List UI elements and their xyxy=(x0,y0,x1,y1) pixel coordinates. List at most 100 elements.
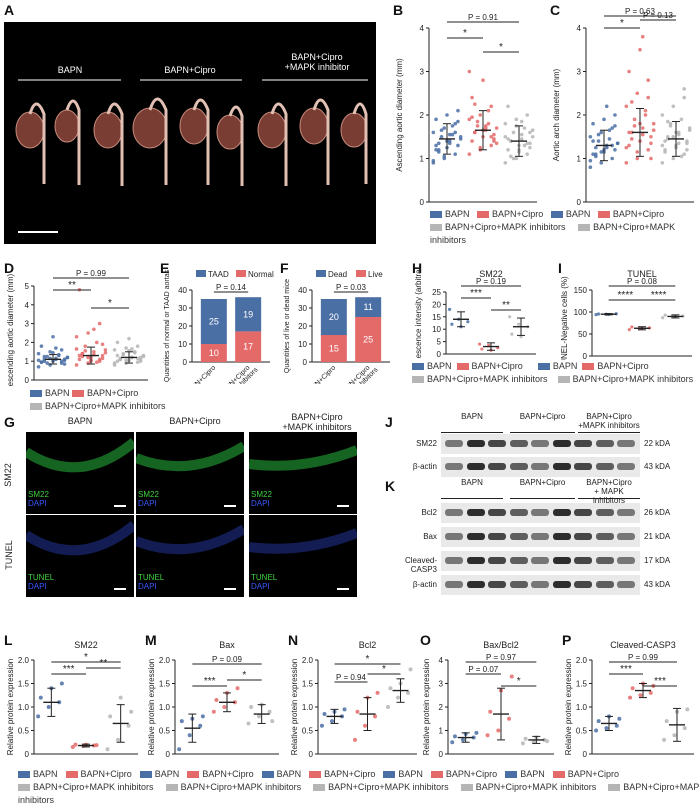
data-point xyxy=(453,121,458,126)
legend-swatch xyxy=(196,270,206,277)
y-tick-label: 1.5 xyxy=(159,680,171,689)
blot-band xyxy=(509,463,528,470)
panel-label-i: I xyxy=(558,260,562,276)
legend-entry: BAPN+Cipro xyxy=(552,769,619,779)
y-tick-label: 100 xyxy=(574,308,588,317)
data-point xyxy=(83,349,88,353)
legend-entry: BAPN xyxy=(383,769,423,779)
y-tick-label: 1 xyxy=(420,155,425,164)
blot-band xyxy=(595,463,614,470)
blot-kda-label: 22 kDA xyxy=(644,439,671,448)
y-tick-label: 0 xyxy=(25,750,30,758)
blot-band xyxy=(509,581,528,588)
x-tick-label: BAPN+Cipro xyxy=(184,364,217,384)
micrograph-tile xyxy=(134,515,247,597)
y-axis-label: TUNEL-Negative cells (%) xyxy=(560,276,569,360)
blot-band xyxy=(617,557,635,564)
y-tick-label: 25 xyxy=(432,288,441,297)
blot-band xyxy=(552,557,571,564)
dapi-label: DAPI xyxy=(251,582,270,591)
data-point xyxy=(506,148,510,152)
chart-svg: 0 10 20 30 40 Quantities of live or dead mice… xyxy=(284,270,390,411)
blot-band xyxy=(595,581,614,588)
data-point xyxy=(635,150,640,154)
data-point xyxy=(77,357,82,362)
data-point xyxy=(604,726,609,731)
data-point xyxy=(385,705,390,709)
data-point xyxy=(486,121,491,126)
g-col-mapk: BAPN+Cipro +MAPK inhibitors xyxy=(282,412,352,432)
data-point xyxy=(649,134,653,139)
data-point xyxy=(355,709,360,714)
data-point xyxy=(604,145,609,150)
y-tick-label: 10 xyxy=(178,340,187,349)
chart-f: 0 10 20 30 40 Quantities of live or dead mice… xyxy=(280,268,400,411)
blot-group-line xyxy=(578,432,640,433)
legend-entry: BAPN+Cipro xyxy=(309,769,375,779)
micrograph-graphic xyxy=(23,438,138,507)
data-point xyxy=(126,723,131,728)
tissue-band xyxy=(23,521,138,556)
panel-label-c: C xyxy=(550,2,561,18)
data-point xyxy=(528,145,532,150)
y-tick-label: 40 xyxy=(298,286,307,295)
bar-segment-lower xyxy=(355,317,382,362)
data-point xyxy=(456,143,460,148)
y-tick-label: 4 xyxy=(577,24,582,33)
tissue-band xyxy=(134,441,247,472)
sig-label: P = 0.99 xyxy=(76,269,106,278)
y-axis-label: Quantities of normal or TAAD aortas xyxy=(164,269,171,382)
legend-swatch xyxy=(356,270,366,277)
data-point xyxy=(200,714,205,719)
blot-band xyxy=(445,557,463,564)
aorta-photo xyxy=(4,22,376,244)
blot-group-header: BAPN+Cipro + MAPK inhibitors xyxy=(586,478,632,505)
data-point xyxy=(478,113,483,117)
data-point xyxy=(596,312,601,316)
data-point xyxy=(470,139,474,143)
y-tick-label: 5 xyxy=(437,338,442,347)
stain-label: SM22 xyxy=(138,490,159,499)
y-tick-label: 10 xyxy=(298,340,307,349)
data-point xyxy=(100,342,105,347)
micrograph-tile xyxy=(134,432,247,514)
chart-i: 0 50 100 150 TUNEL-Negative cells (%) TUNEL P … xyxy=(558,268,698,370)
data-point xyxy=(635,91,640,96)
data-point xyxy=(132,350,137,355)
data-point xyxy=(591,121,595,126)
data-point xyxy=(503,161,508,165)
data-point xyxy=(434,143,438,148)
data-point xyxy=(94,743,99,748)
data-point xyxy=(602,117,606,122)
data-point xyxy=(630,686,635,691)
data-point xyxy=(525,152,530,156)
data-point xyxy=(663,150,667,154)
data-point xyxy=(617,716,622,721)
chart-title: Bax/Bcl2 xyxy=(483,640,519,650)
data-point xyxy=(481,78,485,82)
blot-kda-label: 17 kDA xyxy=(644,556,671,565)
y-tick-label: 4 xyxy=(25,301,30,310)
data-point xyxy=(408,667,413,672)
micrograph-tile xyxy=(248,432,359,514)
blot-group-line xyxy=(510,432,575,433)
data-point xyxy=(439,128,444,133)
data-point xyxy=(640,132,645,137)
chart-h: 0 5 10 15 20 25 Green Fluorescence intensity (… xyxy=(412,245,542,401)
blot-band xyxy=(552,533,571,540)
legend-entry: BAPN+Cipro+MAPK inhibitors xyxy=(165,782,301,792)
bar-segment-upper xyxy=(235,297,262,332)
data-point xyxy=(610,143,615,148)
data-point xyxy=(624,104,629,109)
blot-band xyxy=(617,509,635,516)
blot-band xyxy=(617,533,635,540)
legend-mapk-c: BAPN+Cipro+MAPK inhibitors xyxy=(430,222,676,245)
data-point xyxy=(36,351,41,356)
data-point xyxy=(118,357,123,362)
sig-label: P = 0.09 xyxy=(212,655,242,664)
data-point xyxy=(246,721,251,726)
data-point xyxy=(668,124,673,128)
panel-label-g: G xyxy=(4,414,15,430)
data-point xyxy=(249,705,254,709)
